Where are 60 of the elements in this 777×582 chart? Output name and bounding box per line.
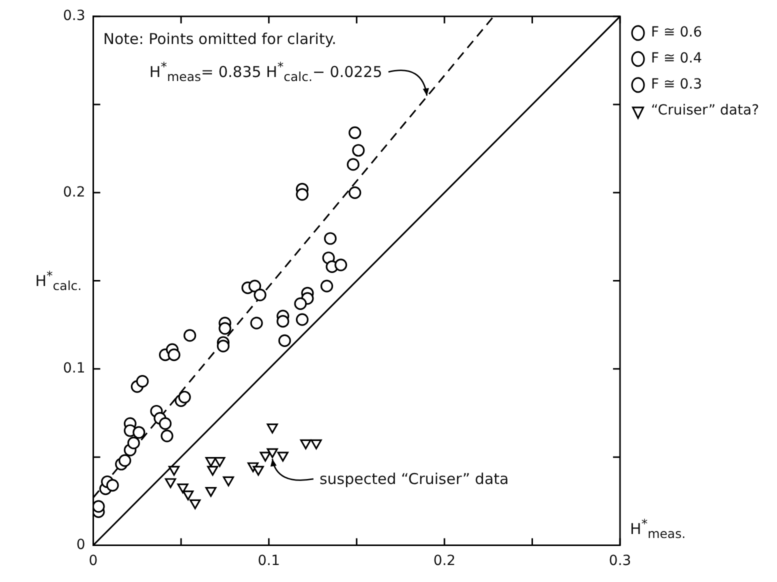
point — [266, 448, 278, 458]
point — [158, 417, 172, 430]
point — [205, 487, 216, 497]
point — [252, 466, 264, 476]
point — [294, 297, 307, 310]
point — [278, 334, 291, 348]
point — [182, 490, 194, 500]
legend-label: F ≅ 0.6 — [651, 24, 702, 41]
point — [127, 436, 140, 450]
point — [177, 483, 188, 494]
y-tick-label: 0.1 — [63, 360, 86, 377]
point — [300, 439, 312, 450]
point — [346, 158, 360, 171]
point — [296, 188, 309, 201]
point — [260, 452, 271, 462]
point — [118, 454, 132, 467]
point — [214, 457, 226, 467]
legend-label: F ≅ 0.3 — [651, 76, 702, 93]
point — [276, 315, 290, 328]
point — [205, 457, 216, 467]
point — [334, 258, 348, 272]
point — [106, 478, 119, 492]
y-tick-label: 0 — [76, 536, 86, 553]
point — [207, 466, 218, 476]
legend-label: “Cruiser” data? — [651, 102, 759, 119]
point — [296, 313, 309, 326]
point — [266, 424, 278, 434]
point — [254, 288, 266, 302]
point — [190, 499, 201, 510]
point — [348, 186, 362, 199]
point — [178, 390, 191, 404]
point — [132, 426, 146, 439]
point — [250, 316, 263, 330]
annotation: H$^{*}$$_{meas}$= 0.835 H$^{*}$$_{calc.}$− 0.0225 — [149, 59, 382, 84]
point — [218, 322, 232, 335]
point — [168, 348, 180, 362]
point — [277, 452, 288, 462]
point — [324, 232, 337, 245]
point — [136, 374, 149, 388]
legend-label: F ≅ 0.4 — [651, 50, 702, 67]
point — [216, 340, 230, 352]
x-tick-label: 0.2 — [433, 553, 456, 570]
point — [310, 439, 322, 450]
x-tick-label: 0 — [88, 553, 98, 570]
x-tick-label: 0.1 — [258, 553, 280, 570]
point — [248, 280, 262, 292]
point — [222, 476, 234, 486]
point — [348, 126, 362, 140]
x-tick-label: 0.3 — [608, 553, 632, 570]
point — [164, 478, 176, 488]
point — [320, 280, 334, 292]
y-tick-label: 0.3 — [63, 8, 86, 24]
point — [168, 466, 180, 476]
point — [352, 144, 365, 157]
y-tick-label: 0.2 — [63, 184, 86, 200]
point — [160, 430, 174, 442]
point — [184, 329, 196, 342]
annotation: Note: Points omitted for clarity. — [103, 30, 336, 48]
point — [93, 500, 105, 513]
annotation: suspected “Cruiser” data — [319, 470, 509, 488]
